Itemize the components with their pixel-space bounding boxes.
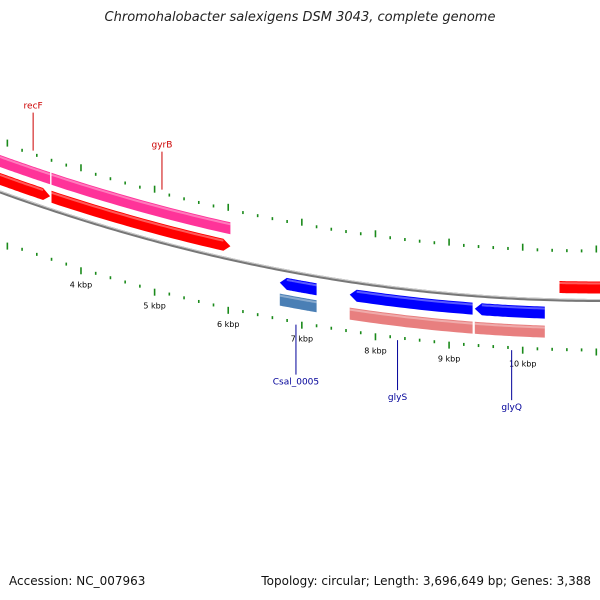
glyS-cds <box>349 289 473 315</box>
gyrB-gene <box>51 172 231 235</box>
axis-labels: 4 kbp 5 kbp 6 kbp 7 kbp 8 kbp 9 kbp 10 kbp <box>70 280 537 368</box>
gyrB-gene-shine <box>51 173 231 226</box>
axis-label-1: 4 kbp <box>70 280 92 289</box>
feature-tracks <box>0 155 600 338</box>
backbone-line <box>0 190 600 302</box>
Csal_0005-cds <box>279 277 317 296</box>
gene-label-recF: recF <box>24 102 43 112</box>
gyrB-cds <box>51 190 231 251</box>
tick-marks <box>6 139 598 356</box>
next-cds-shine <box>559 282 600 285</box>
next-cds <box>559 281 600 294</box>
glyS-rna-shine <box>349 308 473 325</box>
glyS-cds-shine <box>356 290 473 306</box>
glyQ-cds-shine <box>481 304 545 310</box>
recF-cds-shine <box>0 174 44 191</box>
gene-label-Csal_0005: Csal_0005 <box>273 378 319 388</box>
recF-cds <box>0 173 51 200</box>
glyQ-rna <box>474 321 545 338</box>
axis-label-2: 5 kbp <box>143 302 165 311</box>
backbone-highlight <box>0 190 600 300</box>
axis-label-6: 9 kbp <box>438 355 460 364</box>
gene-labels: recF gyrB Csal_0005 glyS glyQ <box>24 102 522 414</box>
topology-text: Topology: circular; Length: 3,696,649 bp… <box>261 574 591 588</box>
Csal_0005-cds-shine <box>286 278 317 287</box>
recF-gene <box>0 155 51 185</box>
axis-label-3: 6 kbp <box>217 320 239 329</box>
recF-gene-shine <box>0 156 51 176</box>
glyQ-rna-shine <box>474 322 545 329</box>
Csal_0005-gene <box>279 293 317 313</box>
gene-label-glyS: glyS <box>388 393 408 403</box>
gyrB-cds-shine <box>51 191 224 242</box>
accession-text: Accession: NC_007963 <box>9 574 146 588</box>
gene-label-glyQ: glyQ <box>501 403 522 413</box>
genome-backbone <box>0 190 600 302</box>
glyS-rna <box>349 307 473 334</box>
Csal_0005-gene-shine <box>279 294 317 304</box>
axis-label-5: 8 kbp <box>364 346 386 355</box>
map-title: Chromohalobacter salexigens DSM 3043, co… <box>104 10 496 25</box>
glyQ-cds <box>474 303 545 319</box>
gene-label-gyrB: gyrB <box>152 141 173 151</box>
axis-label-4: 7 kbp <box>291 335 313 344</box>
axis-label-7: 10 kbp <box>509 360 537 369</box>
